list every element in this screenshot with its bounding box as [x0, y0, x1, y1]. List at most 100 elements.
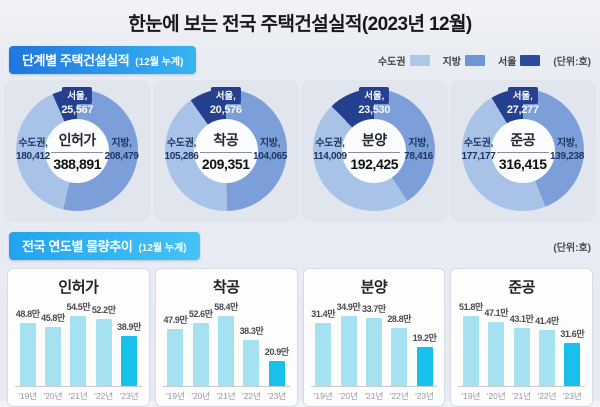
section2-badge-note: (12월 누계) [138, 243, 187, 254]
donut-center: 인허가 388,891 [45, 119, 110, 183]
x-tick-label: '19년 [461, 391, 481, 401]
donut-title: 분양 [361, 132, 387, 148]
donut-card-inheoga: 서울, 25,567 수도권, 180,412 지방, 208,479 인허가 … [4, 80, 151, 222]
donut-card-chakgong: 서울, 20,576 수도권, 105,286 지방, 104,065 착공 2… [152, 80, 299, 222]
jibang-value: 208,479 [104, 151, 139, 162]
chart-title: 분양 [360, 279, 388, 296]
legend-item-sudogwon: 수도권 [378, 53, 430, 68]
legend-item-seoul: 서울 [498, 53, 541, 68]
section2-badge-label: 전국 연도별 물량추이 [22, 239, 133, 254]
sudogwon-label: 수도권, 177,177 [447, 137, 511, 163]
bar [416, 347, 433, 386]
x-tick-label: '19년 [165, 391, 185, 401]
x-axis-labels: '19년 '20년 '21년 '22년 '23년 [458, 390, 585, 402]
donut-title: 준공 [510, 132, 536, 148]
legend-label: 지방 [442, 56, 461, 68]
bar-value-label: 48.8만 [15, 309, 40, 319]
section1-header: 단계별 주택건설실적 (12월 누계) 수도권 지방 서울 (단위:호) [9, 46, 591, 74]
bar-column: 31.4만 [311, 299, 336, 386]
donut-row: 서울, 25,567 수도권, 180,412 지방, 208,479 인허가 … [3, 80, 597, 222]
bar-plot-inheoga: 48.8만 45.8만 54.5만 52.2만 38.9만 [15, 299, 142, 387]
bar-chart-card-chakgong: 착공 47.9만 52.6만 58.4만 38.3만 20.9만 '19년 '20년 '21… [154, 268, 298, 407]
chart-title: 인허가 [58, 279, 99, 296]
bar-column: 33.7만 [361, 299, 386, 386]
seoul-tag: 서울, [359, 87, 390, 104]
bar-column: 45.8만 [41, 299, 65, 386]
sudogwon-value: 177,177 [461, 151, 496, 162]
unit-label-top: (단위:호) [553, 56, 591, 68]
bar [391, 328, 408, 386]
bar-column: 43.1만 [509, 299, 534, 386]
bar-column: 41.4만 [535, 299, 559, 386]
bar-plot-jungong: 51.8만 47.1만 43.1만 41.4만 31.6만 [458, 299, 585, 387]
bar-chart-card-inheoga: 인허가 48.8만 45.8만 54.5만 52.2만 38.9만 '19년 '20년 '2… [7, 268, 150, 407]
bar-chart-card-jungong: 준공 51.8만 47.1만 43.1만 41.4만 31.6만 '19년 '20년 '21… [450, 268, 593, 407]
bar-column: 52.6만 [188, 299, 213, 386]
bar-value-label: 47.1만 [484, 308, 509, 318]
bar-value-label: 31.4만 [311, 309, 336, 319]
x-tick-label: '21년 [364, 391, 384, 401]
legend-swatch-seoul [520, 54, 541, 66]
seoul-value: 20,576 [209, 104, 242, 116]
bar-value-label: 43.1만 [509, 314, 534, 324]
section1-badge-note: (12월 누계) [135, 57, 184, 68]
divider [348, 152, 401, 153]
x-tick-label: '20년 [486, 391, 506, 401]
jibang-label: 지방, 208,479 [90, 137, 154, 163]
bar-column: 51.8만 [459, 299, 483, 386]
section1-badge-label: 단계별 주택건설실적 [22, 53, 130, 68]
bar-column: 38.3만 [239, 299, 264, 386]
bar-column: 48.8만 [15, 299, 40, 386]
donut-card-jungong: 서울, 27,277 수도권, 177,177 지방, 139,238 준공 3… [447, 80, 599, 222]
bar-column: 47.1만 [484, 299, 509, 386]
bar-column: 34.9만 [337, 299, 361, 386]
jibang-label: 지방, 139,238 [535, 137, 599, 163]
jibang-name: 지방, [556, 138, 578, 149]
chart-title: 준공 [508, 279, 535, 296]
sudogwon-value: 180,412 [15, 151, 51, 162]
bar-value-label: 31.6만 [560, 329, 585, 339]
bar [45, 327, 62, 386]
bar-column: 58.4만 [214, 299, 239, 386]
jibang-value: 78,416 [404, 151, 433, 162]
bar [19, 323, 36, 386]
x-tick-label: '20년 [191, 391, 211, 401]
x-axis-labels: '19년 '20년 '21년 '22년 '23년 [163, 390, 290, 402]
bar [564, 343, 581, 386]
bar-value-label: 58.4만 [214, 302, 239, 312]
x-axis-labels: '19년 '20년 '21년 '22년 '23년 [311, 390, 438, 402]
donut-total: 209,351 [201, 156, 250, 172]
bar-value-label: 51.8만 [459, 302, 483, 312]
x-tick-label: '23년 [415, 391, 434, 401]
x-tick-label: '19년 [313, 391, 333, 401]
unit-label-bottom: (단위:호) [553, 242, 591, 254]
donut-total: 388,891 [53, 156, 102, 172]
bar-value-label: 33.7만 [361, 304, 386, 314]
chart-title: 착공 [212, 279, 240, 296]
x-tick-label: '23년 [119, 391, 139, 401]
bar-value-label: 20.9만 [264, 347, 289, 357]
section2-badge: 전국 연도별 물량추이 (12월 누계) [9, 232, 200, 260]
bar [340, 316, 357, 386]
bar [513, 328, 530, 386]
donut-total: 192,425 [350, 156, 399, 172]
bar [462, 316, 479, 386]
jibang-label: 지방, 78,416 [387, 137, 451, 163]
bar-value-label: 38.3만 [239, 326, 264, 336]
sudogwon-value: 105,286 [164, 151, 199, 162]
legend-swatch-sudogwon [409, 54, 430, 66]
x-tick-label: '23년 [562, 391, 582, 401]
legend: 수도권 지방 서울 [378, 53, 541, 68]
bar [365, 318, 382, 386]
sudogwon-name: 수도권, [463, 138, 494, 149]
bar-value-label: 52.6만 [188, 309, 213, 319]
legend-label: 서울 [498, 56, 517, 68]
bar-value-label: 19.2만 [412, 333, 437, 343]
sudogwon-name: 수도권, [18, 138, 48, 149]
divider [496, 152, 549, 153]
bar-column: 47.9만 [164, 299, 188, 386]
page-title: 한눈에 보는 전국 주택건설실적(2023년 12월) [128, 14, 472, 35]
seoul-tag: 서울, [507, 87, 538, 104]
x-tick-label: '22년 [537, 391, 557, 401]
seoul-value: 27,277 [506, 104, 539, 116]
